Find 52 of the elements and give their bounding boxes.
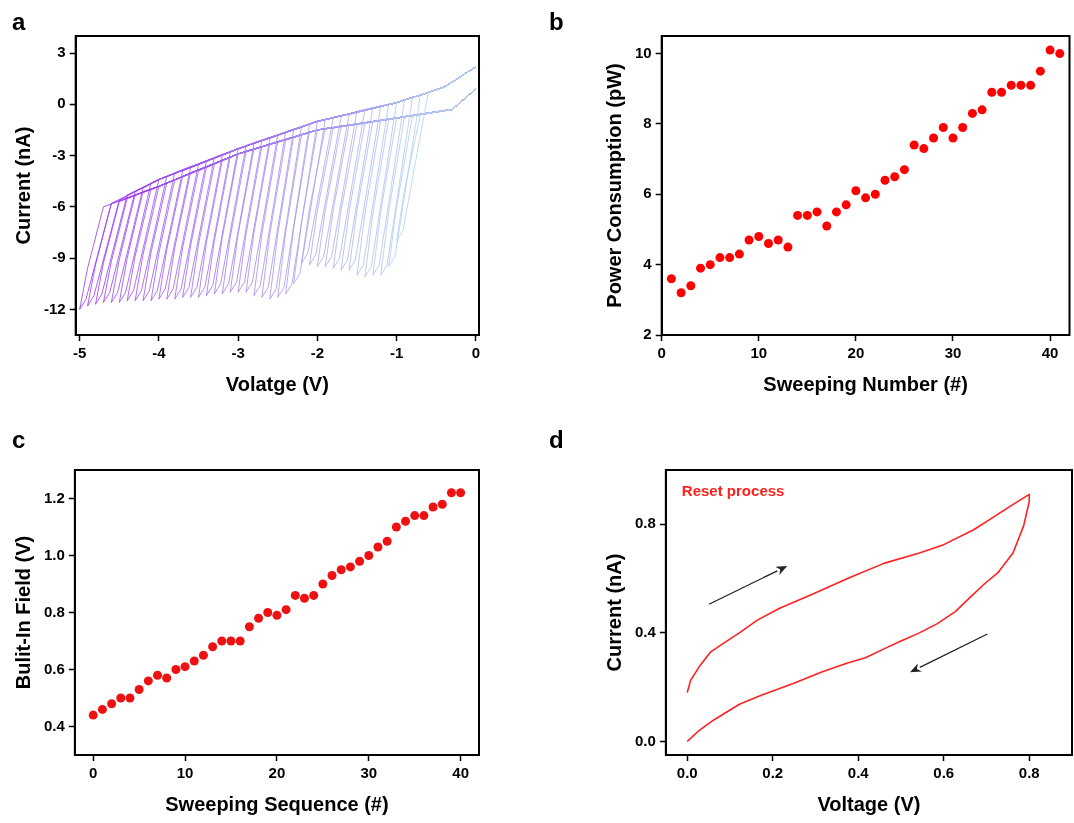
y-tick-label: 0.6: [43, 659, 65, 677]
y-axis-title: Bulit-In Field (V): [11, 535, 34, 690]
x-axis-title: Sweeping Number (#): [763, 372, 968, 395]
x-tick-label: 0: [89, 764, 98, 782]
chart-title: d: [549, 426, 564, 453]
x-axis-title: Sweeping Sequence (#): [165, 792, 389, 815]
y-tick-label: 8: [643, 114, 652, 132]
y-tick-label: -6: [52, 197, 66, 214]
x-tick-label: 0.0: [676, 764, 698, 782]
chart-title: a: [12, 8, 26, 35]
annotation: Reset process: [681, 481, 785, 499]
x-tick-label: 0.6: [933, 764, 955, 782]
x-tick-label: 0: [471, 344, 480, 362]
y-tick-label: 0.8: [43, 602, 65, 620]
y-tick-label: 4: [643, 254, 653, 272]
x-tick-label: -1: [389, 344, 404, 362]
x-tick-label: 20: [268, 764, 286, 782]
y-tick-label: -9: [52, 248, 66, 266]
y-tick-label: 1.0: [43, 545, 65, 563]
x-tick-label: 10: [750, 344, 768, 362]
chart-title: c: [12, 426, 26, 453]
x-tick-label: -4: [152, 344, 167, 362]
x-tick-label: 0.8: [1018, 764, 1040, 782]
x-tick-label: 40: [1041, 344, 1059, 362]
x-tick-label: -5: [72, 344, 87, 362]
y-axis-title: Current (nA): [11, 126, 34, 245]
x-tick-label: -2: [310, 344, 325, 362]
y-tick-label: 0.8: [634, 514, 656, 532]
x-tick-label: 20: [847, 344, 865, 362]
x-tick-label: 30: [360, 764, 378, 782]
y-tick-label: 6: [643, 184, 652, 202]
x-tick-label: 0.2: [762, 764, 784, 782]
y-tick-label: 0.0: [634, 731, 656, 749]
x-tick-label: 40: [452, 764, 469, 782]
x-axis-title: Volatge (V): [225, 372, 329, 395]
y-tick-label: -12: [43, 299, 66, 317]
chart-title: b: [549, 8, 564, 35]
y-tick-label: 0.4: [634, 623, 657, 640]
x-tick-label: 30: [944, 344, 962, 362]
y-tick-label: 2: [643, 325, 652, 343]
y-axis-title: Current (nA): [602, 553, 625, 672]
x-axis-title: Voltage (V): [817, 792, 921, 815]
x-tick-label: 0.4: [847, 764, 870, 782]
y-tick-label: 1.2: [43, 488, 65, 506]
y-axis-title: Power Consumption (pW): [602, 63, 625, 308]
x-tick-label: 10: [176, 764, 194, 782]
x-tick-label: -3: [231, 344, 245, 362]
y-tick-label: 0: [57, 94, 66, 112]
y-tick-label: 10: [635, 43, 652, 61]
y-tick-label: 0.4: [43, 716, 66, 734]
y-tick-label: -3: [52, 145, 66, 163]
y-tick-label: 3: [57, 43, 66, 61]
